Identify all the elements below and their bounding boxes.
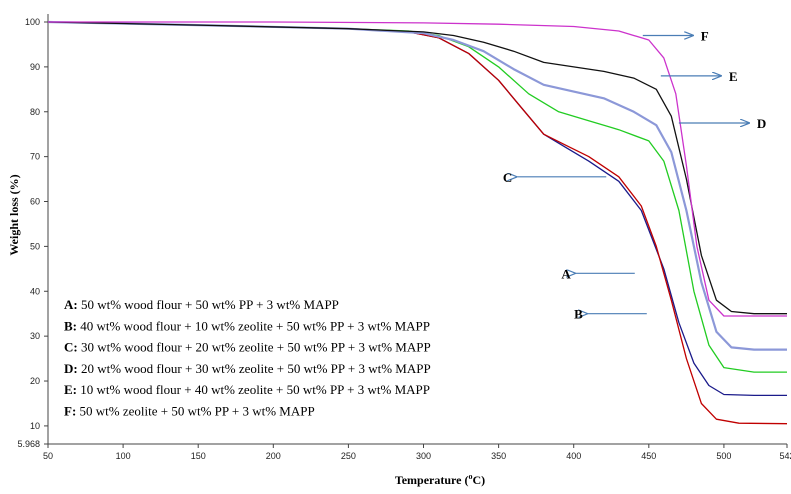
series-e-label: E bbox=[729, 69, 738, 84]
legend-key: F: bbox=[64, 404, 76, 419]
x-tick-label: 450 bbox=[641, 451, 656, 461]
x-tick-label: 50 bbox=[43, 451, 53, 461]
legend-text: 20 wt% wood flour + 30 wt% zeolite + 50 … bbox=[78, 361, 431, 376]
x-tick-label: 150 bbox=[191, 451, 206, 461]
series-lines bbox=[47, 20, 788, 425]
y-tick-label: 10 bbox=[30, 421, 40, 431]
x-axis-ticks: 50 100 150 200 250 300 350 400 450 500 542 bbox=[43, 444, 791, 461]
y-axis-title: Weight loss (%) bbox=[7, 174, 21, 255]
x-tick-label: 542 bbox=[779, 451, 791, 461]
series-d-line bbox=[47, 20, 787, 351]
curve-labels: A B C D E F bbox=[503, 28, 766, 321]
legend-entry: D: 20 wt% wood flour + 30 wt% zeolite + … bbox=[64, 361, 431, 376]
x-tick-label: 350 bbox=[491, 451, 506, 461]
legend: A: 50 wt% wood flour + 50 wt% PP + 3 wt%… bbox=[64, 297, 431, 419]
y-tick-label: 20 bbox=[30, 376, 40, 386]
y-tick-label: 60 bbox=[30, 197, 40, 207]
y-tick-label: 30 bbox=[30, 331, 40, 341]
y-axis-ticks: 5.968 10 20 30 40 50 60 70 80 90 100 bbox=[17, 17, 48, 449]
legend-key: D: bbox=[64, 361, 78, 376]
legend-key: B: bbox=[64, 318, 77, 333]
legend-key: A: bbox=[64, 297, 78, 312]
legend-text: 40 wt% wood flour + 10 wt% zeolite + 50 … bbox=[77, 318, 430, 333]
legend-text: 50 wt% wood flour + 50 wt% PP + 3 wt% MA… bbox=[78, 297, 339, 312]
x-tick-label: 500 bbox=[716, 451, 731, 461]
y-tick-label: 70 bbox=[30, 152, 40, 162]
legend-text: 10 wt% wood flour + 40 wt% zeolite + 50 … bbox=[77, 382, 430, 397]
legend-entry: F: 50 wt% zeolite + 50 wt% PP + 3 wt% MA… bbox=[64, 404, 315, 419]
legend-entry: B: 40 wt% wood flour + 10 wt% zeolite + … bbox=[64, 318, 430, 333]
y-tick-label: 90 bbox=[30, 62, 40, 72]
series-c-label: C bbox=[503, 170, 512, 185]
legend-text: 50 wt% zeolite + 50 wt% PP + 3 wt% MAPP bbox=[76, 404, 314, 419]
legend-key: E: bbox=[64, 382, 77, 397]
series-d-label: D bbox=[757, 116, 766, 131]
series-a-label: A bbox=[561, 266, 571, 281]
y-tick-label: 40 bbox=[30, 286, 40, 296]
legend-entry: A: 50 wt% wood flour + 50 wt% PP + 3 wt%… bbox=[64, 297, 339, 312]
legend-entry: E: 10 wt% wood flour + 40 wt% zeolite + … bbox=[64, 382, 430, 397]
x-tick-label: 400 bbox=[566, 451, 581, 461]
series-f-label: F bbox=[701, 28, 709, 43]
x-tick-label: 250 bbox=[341, 451, 356, 461]
y-tick-label: 80 bbox=[30, 107, 40, 117]
x-tick-label: 300 bbox=[416, 451, 431, 461]
y-tick-label: 100 bbox=[25, 17, 40, 27]
series-f-line bbox=[48, 21, 787, 317]
x-axis-title: Temperature (oC) bbox=[395, 472, 485, 487]
legend-entry: C: 30 wt% wood flour + 20 wt% zeolite + … bbox=[64, 340, 431, 355]
legend-text: 30 wt% wood flour + 20 wt% zeolite + 50 … bbox=[78, 340, 431, 355]
y-tick-label: 5.968 bbox=[17, 439, 40, 449]
axes bbox=[47, 14, 787, 445]
legend-key: C: bbox=[64, 340, 78, 355]
x-tick-label: 100 bbox=[116, 451, 131, 461]
x-tick-label: 200 bbox=[266, 451, 281, 461]
series-e-line bbox=[47, 21, 787, 315]
series-b-label: B bbox=[574, 307, 583, 322]
y-tick-label: 50 bbox=[30, 241, 40, 251]
